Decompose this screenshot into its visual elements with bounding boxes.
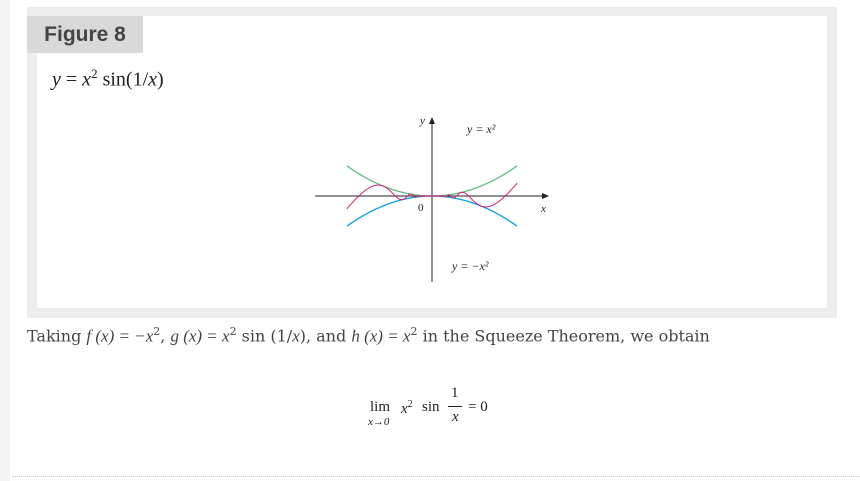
oscillating-curve — [346, 182, 518, 210]
formula-result: = 0 — [468, 399, 488, 415]
body-text-2: in the Squeeze Theorem, we obtain — [417, 326, 710, 346]
page-left-rule — [0, 0, 10, 481]
sep-1: , — [160, 326, 171, 346]
caption-close: ) — [157, 68, 164, 91]
formula-sin: sin — [422, 399, 440, 415]
body-text-1: Taking — [27, 326, 87, 346]
caption-rest: sin(1/ — [97, 68, 149, 91]
lim-subscript: x→0 — [368, 416, 390, 428]
bottom-divider — [12, 476, 860, 477]
figure-label: Figure 8 — [27, 16, 143, 53]
g-rest: sin (1/ — [236, 326, 293, 346]
g-exp: 2 — [229, 325, 237, 338]
f-definition: f (x) = −x — [86, 326, 154, 346]
h-exp: 2 — [410, 325, 418, 338]
origin-label: 0 — [418, 202, 424, 214]
x-axis-label: x — [540, 203, 546, 215]
upper-curve-label: y = x² — [466, 122, 496, 136]
lower-curve-label: y = −x² — [451, 259, 489, 273]
limit-formula: lim x→0 x2 sin 1 x = 0 — [360, 385, 520, 435]
lim-operator: lim — [370, 399, 391, 415]
h-definition: h (x) = x — [351, 326, 411, 346]
formula-exp: 2 — [407, 399, 413, 410]
fraction-bar — [448, 406, 462, 407]
y-axis-label: y — [419, 115, 425, 127]
body-paragraph: Taking f (x) = −x2, g (x) = x2 sin (1/x)… — [27, 325, 710, 346]
caption-equals: = — [60, 68, 83, 91]
caption-rest-var: x — [148, 68, 158, 91]
g-close: ), and — [299, 326, 352, 346]
caption-exp: 2 — [91, 66, 98, 81]
formula-base: x2 — [401, 399, 413, 418]
formula-denominator: x — [452, 409, 459, 425]
g-var: x — [292, 326, 300, 346]
g-definition: g (x) = x — [170, 326, 230, 346]
figure-caption: y = x2 sin(1/x) — [52, 66, 164, 92]
caption-base: x — [82, 68, 92, 91]
formula-numerator: 1 — [451, 385, 459, 401]
caption-lhs: y — [52, 68, 61, 91]
formula-base-var: x — [401, 401, 408, 417]
f-exp: 2 — [153, 325, 161, 338]
